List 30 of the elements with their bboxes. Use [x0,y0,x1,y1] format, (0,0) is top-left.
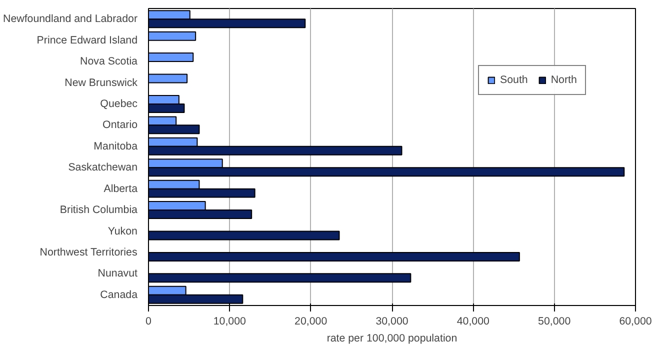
y-tick-label: Northwest Territories [40,246,138,258]
bar [148,230,340,240]
y-tick-label: Canada [100,288,138,301]
legend-label: North [550,74,577,86]
y-tick-label: Saskatchewan [68,162,138,174]
x-tick-label: 40,000 [456,316,490,328]
bar [148,74,188,84]
y-tick-label: New Brunswick [64,76,138,89]
x-tick-label: 50,000 [538,316,571,328]
legend-label: South [500,74,528,86]
y-tick-label: Newfoundland and Labrador [3,13,138,26]
bar [148,273,412,283]
x-tick-label: 60,000 [619,316,652,328]
x-tick-label: 10,000 [213,316,246,328]
x-axis-title: rate per 100,000 population [326,332,458,344]
y-tick-label: Ontario [102,119,138,132]
y-tick-label: British Columbia [60,204,138,216]
x-tick-label: 0 [146,316,152,328]
y-tick-label: Yukon [108,225,138,238]
y-tick-label: Quebec [100,98,138,110]
bar [148,52,194,62]
y-tick-label: Manitoba [94,140,138,152]
y-tick-label: Nova Scotia [80,56,138,68]
bar [148,31,196,41]
bar [148,252,520,262]
y-tick-label: Nunavut [98,268,138,280]
y-tick-label: Prince Edward Island [36,34,138,46]
x-tick-label: 20,000 [294,316,328,328]
y-tick-label: Alberta [104,182,138,195]
x-tick-label: 30,000 [376,316,408,328]
